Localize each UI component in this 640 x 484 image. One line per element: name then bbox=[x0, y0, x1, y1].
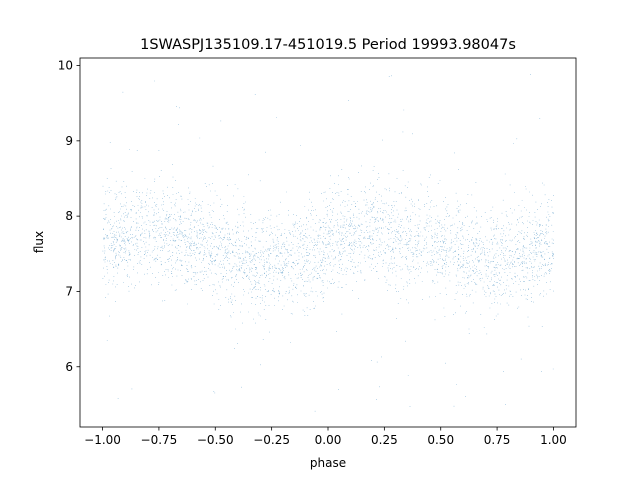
x-axis-ticks: −1.00 −0.75 −0.50 −0.25 0.00 0.25 0.50 0.75 1.00 bbox=[84, 427, 567, 447]
chart-title: 1SWASPJ135109.17-451019.5 Period 19993.9… bbox=[140, 37, 516, 53]
x-tick-label: 0.00 bbox=[315, 433, 342, 447]
y-tick-label: 10 bbox=[58, 59, 73, 73]
y-tick-label: 6 bbox=[65, 360, 73, 374]
y-tick-label: 9 bbox=[65, 134, 73, 148]
x-tick-label: 0.75 bbox=[484, 433, 511, 447]
y-tick-label: 8 bbox=[65, 209, 73, 223]
x-tick-label: −0.75 bbox=[141, 433, 178, 447]
x-tick-label: −0.25 bbox=[253, 433, 290, 447]
y-axis-ticks: 6 7 8 9 10 bbox=[58, 59, 80, 374]
x-axis-label: phase bbox=[310, 456, 346, 470]
x-tick-label: −1.00 bbox=[84, 433, 121, 447]
y-tick-label: 7 bbox=[65, 284, 73, 298]
x-tick-label: 0.25 bbox=[371, 433, 398, 447]
x-tick-label: 0.50 bbox=[427, 433, 454, 447]
x-tick-label: −0.50 bbox=[197, 433, 234, 447]
y-axis-label: flux bbox=[32, 231, 46, 253]
x-tick-label: 1.00 bbox=[540, 433, 567, 447]
